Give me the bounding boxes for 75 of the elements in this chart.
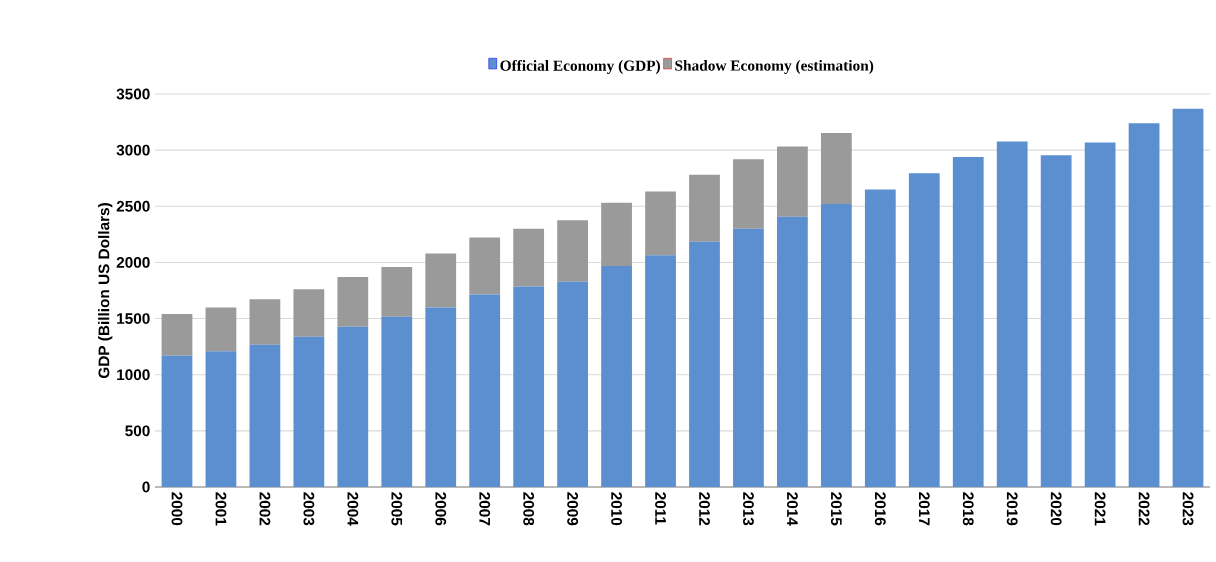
bar: [689, 174, 720, 242]
bar: [293, 289, 325, 337]
bar: [205, 307, 237, 352]
bar: [337, 276, 369, 327]
bar: [249, 344, 281, 487]
y-tick-label: 3000: [116, 144, 150, 156]
x-tick-label: 2013: [743, 492, 754, 526]
y-tick-label: 2500: [116, 200, 150, 212]
bar: [557, 220, 588, 282]
bar: [161, 355, 193, 487]
bar: [996, 141, 1028, 487]
x-tick-label: 2002: [259, 492, 271, 526]
y-tick-label: 3500: [116, 88, 150, 100]
bar: [601, 202, 632, 266]
y-tick-label: 0: [142, 481, 150, 493]
y-tick-label: 2000: [116, 257, 150, 268]
bar: [249, 299, 281, 345]
x-tick-label: 2014: [786, 492, 798, 526]
bar: [293, 336, 325, 487]
x-tick-label: 2018: [962, 492, 974, 526]
x-tick-label: 2000: [171, 492, 183, 526]
bar: [1040, 155, 1072, 487]
bar: [645, 255, 676, 487]
bar: [1128, 123, 1160, 487]
bar: [469, 237, 501, 295]
bar: [820, 132, 852, 205]
bar: [425, 307, 457, 487]
x-tick-label: 2012: [699, 492, 710, 526]
y-tick-label: 1500: [117, 313, 150, 324]
x-tick-label: 2006: [435, 492, 447, 526]
x-tick-label: 2004: [347, 492, 359, 526]
bar: [645, 191, 676, 256]
bar: [1172, 108, 1204, 487]
bar: [908, 173, 940, 487]
y-axis-title: GDP (Billion US Dollars): [98, 203, 113, 379]
bar: [425, 253, 457, 308]
bar: [513, 286, 545, 487]
x-tick-label: 2007: [479, 492, 491, 526]
x-tick-label: 2020: [1050, 492, 1062, 526]
bar: [777, 146, 808, 217]
legend-label: Official Economy (GDP): [500, 59, 660, 74]
bar: [733, 228, 764, 487]
bar: [733, 159, 764, 229]
bar: [469, 294, 501, 487]
x-tick-label: 2015: [830, 492, 842, 526]
bar: [689, 241, 720, 487]
bar: [601, 265, 632, 487]
x-tick-label: 2019: [1006, 492, 1018, 526]
bar: [1084, 142, 1116, 487]
x-tick-label: 2017: [918, 492, 930, 526]
x-tick-label: 2008: [523, 492, 535, 526]
x-tick-label: 2011: [655, 492, 666, 525]
bar: [513, 228, 545, 287]
bar: [337, 326, 369, 487]
x-tick-label: 2005: [391, 492, 403, 526]
bar: [952, 156, 984, 487]
x-tick-label: 2021: [1094, 492, 1106, 526]
bar: [864, 189, 896, 487]
bar: [777, 216, 808, 487]
bar: [820, 204, 852, 487]
bar: [557, 281, 588, 487]
bar: [161, 314, 193, 356]
bar: [381, 266, 413, 317]
x-tick-label: 2010: [611, 492, 622, 526]
x-tick-label: 2016: [874, 492, 886, 526]
x-tick-label: 2003: [303, 492, 315, 526]
legend-label: Shadow Economy (estimation): [675, 59, 874, 74]
bar: [381, 316, 413, 487]
bar: [205, 351, 237, 487]
x-tick-label: 2001: [215, 492, 227, 526]
y-tick-label: 1000: [117, 369, 150, 381]
x-tick-label: 2022: [1138, 492, 1150, 526]
y-tick-label: 500: [125, 425, 150, 437]
x-tick-label: 2009: [567, 492, 579, 526]
x-tick-label: 2023: [1182, 492, 1194, 526]
